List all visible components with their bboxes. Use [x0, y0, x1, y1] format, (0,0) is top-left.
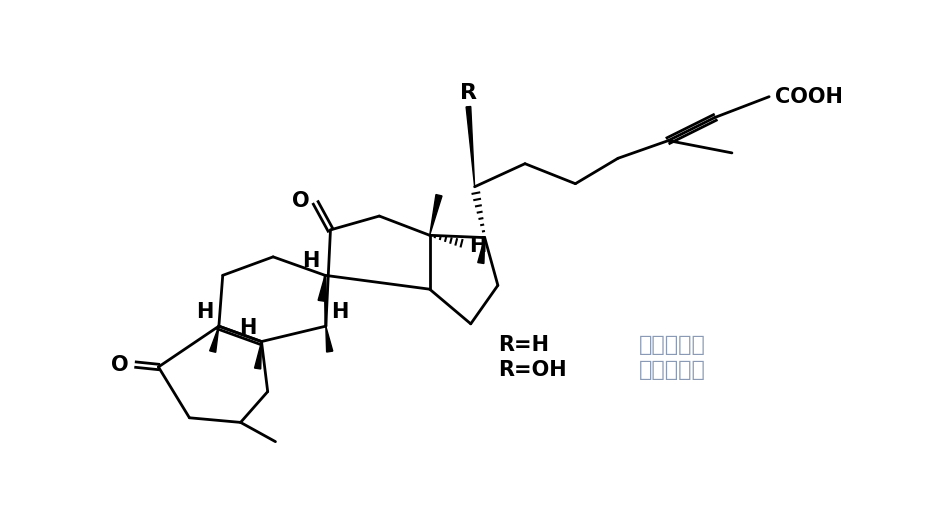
Text: R: R: [460, 83, 477, 103]
Polygon shape: [478, 238, 484, 264]
Text: O: O: [110, 355, 128, 375]
Text: COOH: COOH: [774, 87, 842, 107]
Text: H: H: [468, 236, 486, 256]
Polygon shape: [465, 107, 474, 187]
Polygon shape: [210, 326, 219, 352]
Text: H: H: [196, 302, 213, 322]
Text: H: H: [239, 317, 256, 338]
Text: O: O: [292, 191, 310, 211]
Polygon shape: [326, 326, 332, 352]
Text: 罗汉果酸丁: 罗汉果酸丁: [638, 360, 705, 380]
Text: R=H: R=H: [497, 336, 548, 355]
Text: R=OH: R=OH: [497, 360, 565, 380]
Text: 罗汉果酸丙: 罗汉果酸丙: [638, 336, 705, 355]
Polygon shape: [254, 342, 261, 369]
Text: H: H: [330, 302, 348, 322]
Polygon shape: [318, 276, 325, 301]
Polygon shape: [430, 194, 442, 235]
Text: H: H: [302, 251, 319, 271]
